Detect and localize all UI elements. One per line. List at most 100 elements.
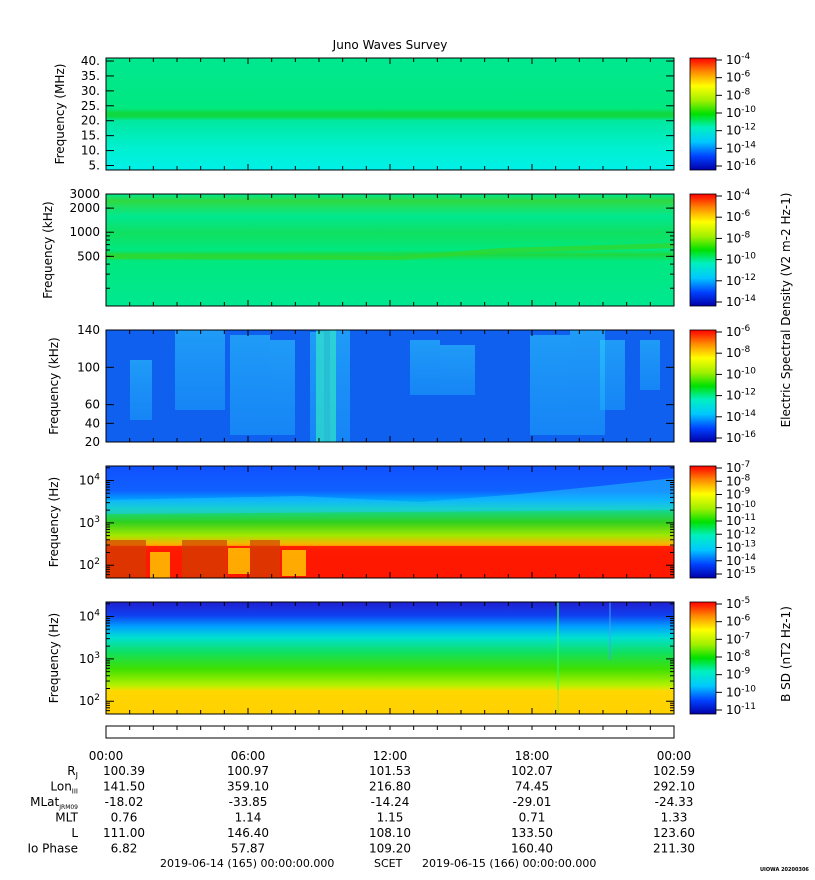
- colorbar-5: [689, 601, 717, 715]
- colorbar-tick-label: 10-5: [726, 596, 750, 611]
- ephem-value: -24.33: [655, 795, 694, 809]
- ephem-label: MLatJRM09: [30, 795, 78, 811]
- y-tick-label: 40: [85, 416, 100, 430]
- ephem-label: MLT: [55, 811, 78, 825]
- y-tick-label: 1000: [69, 225, 100, 239]
- colorbar-tick-label: 10-9: [726, 667, 751, 682]
- ephem-value: 292.10: [653, 780, 695, 794]
- colorbar-3: [689, 329, 717, 443]
- y-tick-label: 60: [85, 398, 100, 412]
- ephem-value: 216.80: [369, 780, 411, 794]
- y-tick-label: 104: [79, 609, 100, 624]
- y-tick-label: 103: [79, 515, 100, 530]
- y-tick-label: 5.: [89, 159, 100, 173]
- colorbar-1: [689, 57, 717, 171]
- ephem-value: 109.20: [369, 842, 411, 856]
- colorbar-tick-label: 10-12: [726, 273, 756, 288]
- colorbar-4: [689, 465, 717, 579]
- y-tick-label: 35.: [81, 69, 100, 83]
- ephem-label: L: [71, 826, 78, 840]
- colorbar-tick-label: 10-8: [726, 473, 751, 488]
- panel-5: Frequency (Hz) B SD (nT2 Hz-1): [47, 601, 793, 715]
- ephem-value: 100.39: [103, 764, 145, 778]
- panel-1-axis: 40.35.30.25.20.15.10.5. 10-4 10-6 10-8 10-10…: [81, 52, 756, 173]
- ephem-value: 102.07: [511, 764, 553, 778]
- colorbar-tick-label: 10-8: [726, 230, 751, 245]
- spectrogram-3-streaks: [130, 330, 660, 442]
- y-tick-label: 3000: [69, 187, 100, 201]
- y-tick-label: 103: [79, 651, 100, 666]
- y-tick-label: 140: [77, 323, 100, 337]
- ephem-label: Io Phase: [27, 842, 78, 856]
- x-tick-label: 06:00: [231, 749, 266, 763]
- footer-scet: SCET: [374, 857, 403, 870]
- ephem-value: 211.30: [653, 842, 695, 856]
- spectrogram-2-band: [106, 243, 674, 260]
- panel-3-axis: 140 100 60 40 20 10-6 10-8 10-10 10-12 10-14 10-16: [77, 323, 756, 449]
- ephem-value: 359.10: [227, 780, 269, 794]
- colorbar-tick-label: 10-7: [726, 460, 750, 475]
- panel-4-axis: 10410310210-710-810-910-1010-1110-1210-1…: [79, 460, 756, 581]
- panel-5-axis: 104 103 102 10-5 10-6 10-7 10-8 10-9 10-10 10-11: [79, 596, 756, 717]
- emission-streak: [570, 330, 605, 435]
- ephem-value: 141.50: [103, 780, 145, 794]
- colorbar-tick-label: 10-9: [726, 487, 751, 502]
- panel-4: Frequency (Hz): [47, 465, 717, 579]
- panel-1-ylabel: Frequency (MHz): [53, 64, 67, 165]
- panel-4-ylabel: Frequency (Hz): [47, 477, 61, 568]
- emission-streak: [640, 340, 660, 390]
- colorbar-tick-label: 10-16: [726, 430, 756, 445]
- colorbar-tick-label: 10-16: [726, 158, 756, 173]
- y-tick-label: 104: [79, 473, 100, 488]
- y-tick-label: 25.: [81, 99, 100, 113]
- ephem-value: 102.59: [653, 764, 695, 778]
- band-yellow: [150, 552, 170, 578]
- y-tick-label: 10.: [81, 144, 100, 158]
- ephem-value: 1.14: [235, 811, 262, 825]
- colorbar-tick-label: 10-6: [726, 614, 751, 629]
- emission-streak: [130, 360, 152, 420]
- ephemeris-table: RJ 100.39 100.97 101.53 102.07 102.59 LonIII 14…: [27, 764, 695, 856]
- y-tick-label: 500: [77, 249, 100, 263]
- ephem-label: LonIII: [50, 780, 78, 796]
- colorbar-tick-label: 10-4: [726, 52, 751, 67]
- panel-5-ylabel: Frequency (Hz): [47, 613, 61, 704]
- colorbar-tick-label: 10-10: [726, 366, 756, 381]
- colorbar-tick-label: 10-10: [726, 684, 756, 699]
- band-dark-red: [106, 540, 146, 578]
- colorbar-tick-label: 10-12: [726, 388, 756, 403]
- colorbar-tick-label: 10-14: [726, 553, 756, 568]
- ephem-value: -29.01: [513, 795, 552, 809]
- ephem-value: 111.00: [103, 826, 145, 840]
- colorbar-tick-label: 10-8: [726, 649, 751, 664]
- band-dark-red: [250, 540, 280, 578]
- ephem-value: 160.40: [511, 842, 553, 856]
- colorbar-tick-label: 10-14: [726, 294, 756, 309]
- y-tick-label: 40.: [81, 54, 100, 68]
- band-cyan: [106, 478, 674, 514]
- colorbar-tick-label: 10-10: [726, 252, 756, 267]
- colorbar-tick-label: 10-4: [726, 188, 751, 203]
- colorbar-tick-label: 10-10: [726, 105, 756, 120]
- ephem-value: 133.50: [511, 826, 553, 840]
- emission-streak: [600, 340, 625, 410]
- ephem-value: 100.97: [227, 764, 269, 778]
- colorbar-tick-label: 10-11: [726, 513, 756, 528]
- y-tick-label: 100: [77, 360, 100, 374]
- footer-start-time: 2019-06-14 (165) 00:00:00.000: [160, 857, 334, 870]
- emission-streak: [440, 345, 475, 395]
- ephem-value: 57.87: [231, 842, 265, 856]
- y-tick-label: 30.: [81, 84, 100, 98]
- colorbar-tick-label: 10-6: [726, 70, 751, 85]
- emission-streak: [270, 340, 295, 435]
- spectrogram-1: [106, 58, 674, 170]
- colorbar-tick-label: 10-13: [726, 540, 756, 555]
- colorbar-tick-label: 10-8: [726, 87, 751, 102]
- ephem-value: -33.85: [229, 795, 268, 809]
- y-tick-label: 20.: [81, 114, 100, 128]
- emission-streak: [230, 335, 270, 435]
- ephem-value: 108.10: [369, 826, 411, 840]
- colorbar-tick-label: 10-12: [726, 123, 756, 138]
- emission-streak: [410, 340, 440, 395]
